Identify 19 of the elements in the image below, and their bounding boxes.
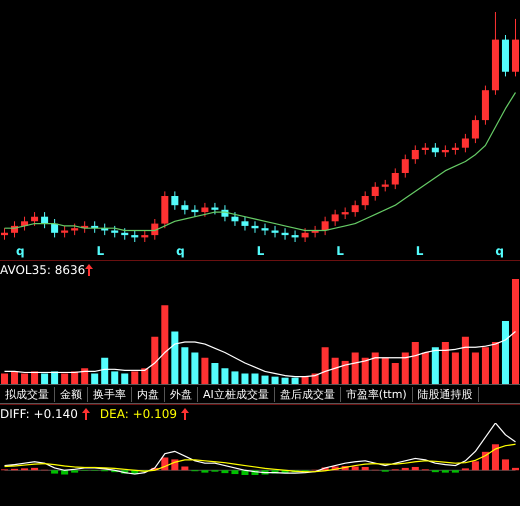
text: 陆股通持股: [412, 386, 479, 402]
text: L: [336, 244, 344, 258]
text: 盘后成交量: [274, 386, 341, 402]
text: L: [256, 244, 264, 258]
text: 内盘: [132, 386, 165, 402]
text: 换手率: [88, 386, 132, 402]
text: 拟成交量: [0, 386, 55, 402]
text: q: [495, 244, 504, 258]
text: L: [416, 244, 424, 258]
chart-title: AVOL35: 8636: [0, 263, 86, 277]
text: q: [176, 244, 185, 258]
text: 外盘: [165, 386, 198, 402]
text: DEA: +0.109: [100, 407, 178, 421]
text: q: [16, 244, 25, 258]
text: AI立桩成交量: [198, 386, 275, 402]
text: 市盈率(ttm): [340, 386, 413, 402]
text: L: [96, 244, 104, 258]
text: DIFF: +0.140: [0, 407, 78, 421]
text: 金额: [55, 386, 88, 402]
